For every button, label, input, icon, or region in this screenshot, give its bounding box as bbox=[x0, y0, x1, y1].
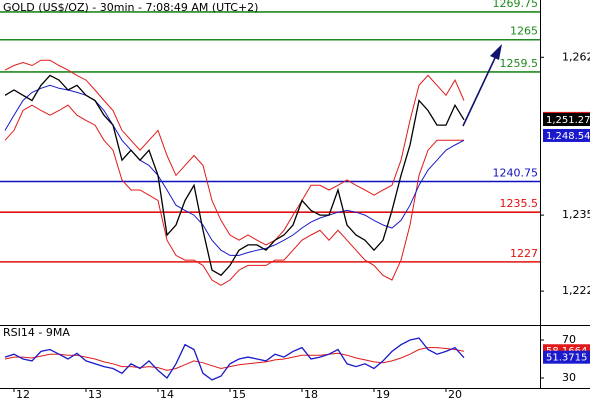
arrow-head bbox=[490, 44, 502, 60]
level-label: 1235.5 bbox=[500, 197, 539, 210]
x-tick-label: 15 bbox=[232, 388, 246, 400]
rsi-title: RSI14 - 9MA bbox=[3, 326, 70, 339]
level-label: 1269.75 bbox=[493, 0, 539, 10]
level-label: 1259.5 bbox=[500, 57, 539, 70]
series-line bbox=[4, 59, 465, 246]
x-tick-label: 20 bbox=[448, 388, 462, 400]
forecast-arrow bbox=[462, 44, 502, 127]
chart-title: GOLD (US$/OZ) - 30min - 7:08:49 AM (UTC+… bbox=[3, 1, 258, 14]
y-tick-label: 1,235 bbox=[562, 208, 590, 221]
x-tick-label: 12 bbox=[16, 388, 30, 400]
x-tick-label: 14 bbox=[160, 388, 174, 400]
y-tick-label: 70 bbox=[562, 333, 576, 346]
series-line bbox=[4, 337, 465, 381]
x-tick-label: 18 bbox=[304, 388, 318, 400]
price-tag bbox=[543, 113, 590, 127]
x-tick-label: 13 bbox=[88, 388, 102, 400]
level-label: 1265 bbox=[510, 25, 538, 38]
price-tag bbox=[543, 128, 590, 142]
y-tick-label: 1,262 bbox=[562, 50, 590, 63]
series-line bbox=[4, 74, 465, 277]
arrow-shaft bbox=[462, 57, 496, 127]
level-label: 1227 bbox=[510, 247, 538, 260]
tags: 1,251.461,251.271,248.5458.166451.3715 bbox=[543, 111, 590, 364]
level-label: 1240.75 bbox=[493, 166, 539, 179]
x-tick-label: 19 bbox=[376, 388, 390, 400]
price-tag-label: 1,251.27 bbox=[546, 115, 590, 126]
price-tag-label: 51.3715 bbox=[546, 353, 587, 364]
y-tick-label: 1,222 bbox=[562, 284, 590, 297]
rsi-panel: 70 30 bbox=[4, 333, 576, 384]
series-line bbox=[4, 347, 465, 371]
price-tag-label: 1,248.54 bbox=[546, 131, 590, 142]
price-tag bbox=[543, 350, 590, 364]
price-panel: 1,262 1,235 1,222 1269.75 1265 1259.5 1240.75 1… bbox=[0, 0, 590, 297]
y-tick-label: 30 bbox=[562, 371, 576, 384]
series-line bbox=[4, 104, 464, 286]
